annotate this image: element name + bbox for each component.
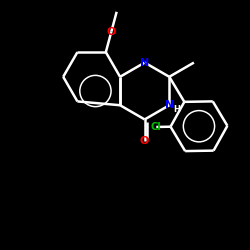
Text: O: O [140, 136, 149, 146]
Text: O: O [107, 26, 116, 36]
Text: N: N [140, 58, 149, 68]
Text: H: H [173, 105, 180, 114]
Text: Cl: Cl [151, 122, 162, 132]
Text: N: N [165, 100, 174, 110]
